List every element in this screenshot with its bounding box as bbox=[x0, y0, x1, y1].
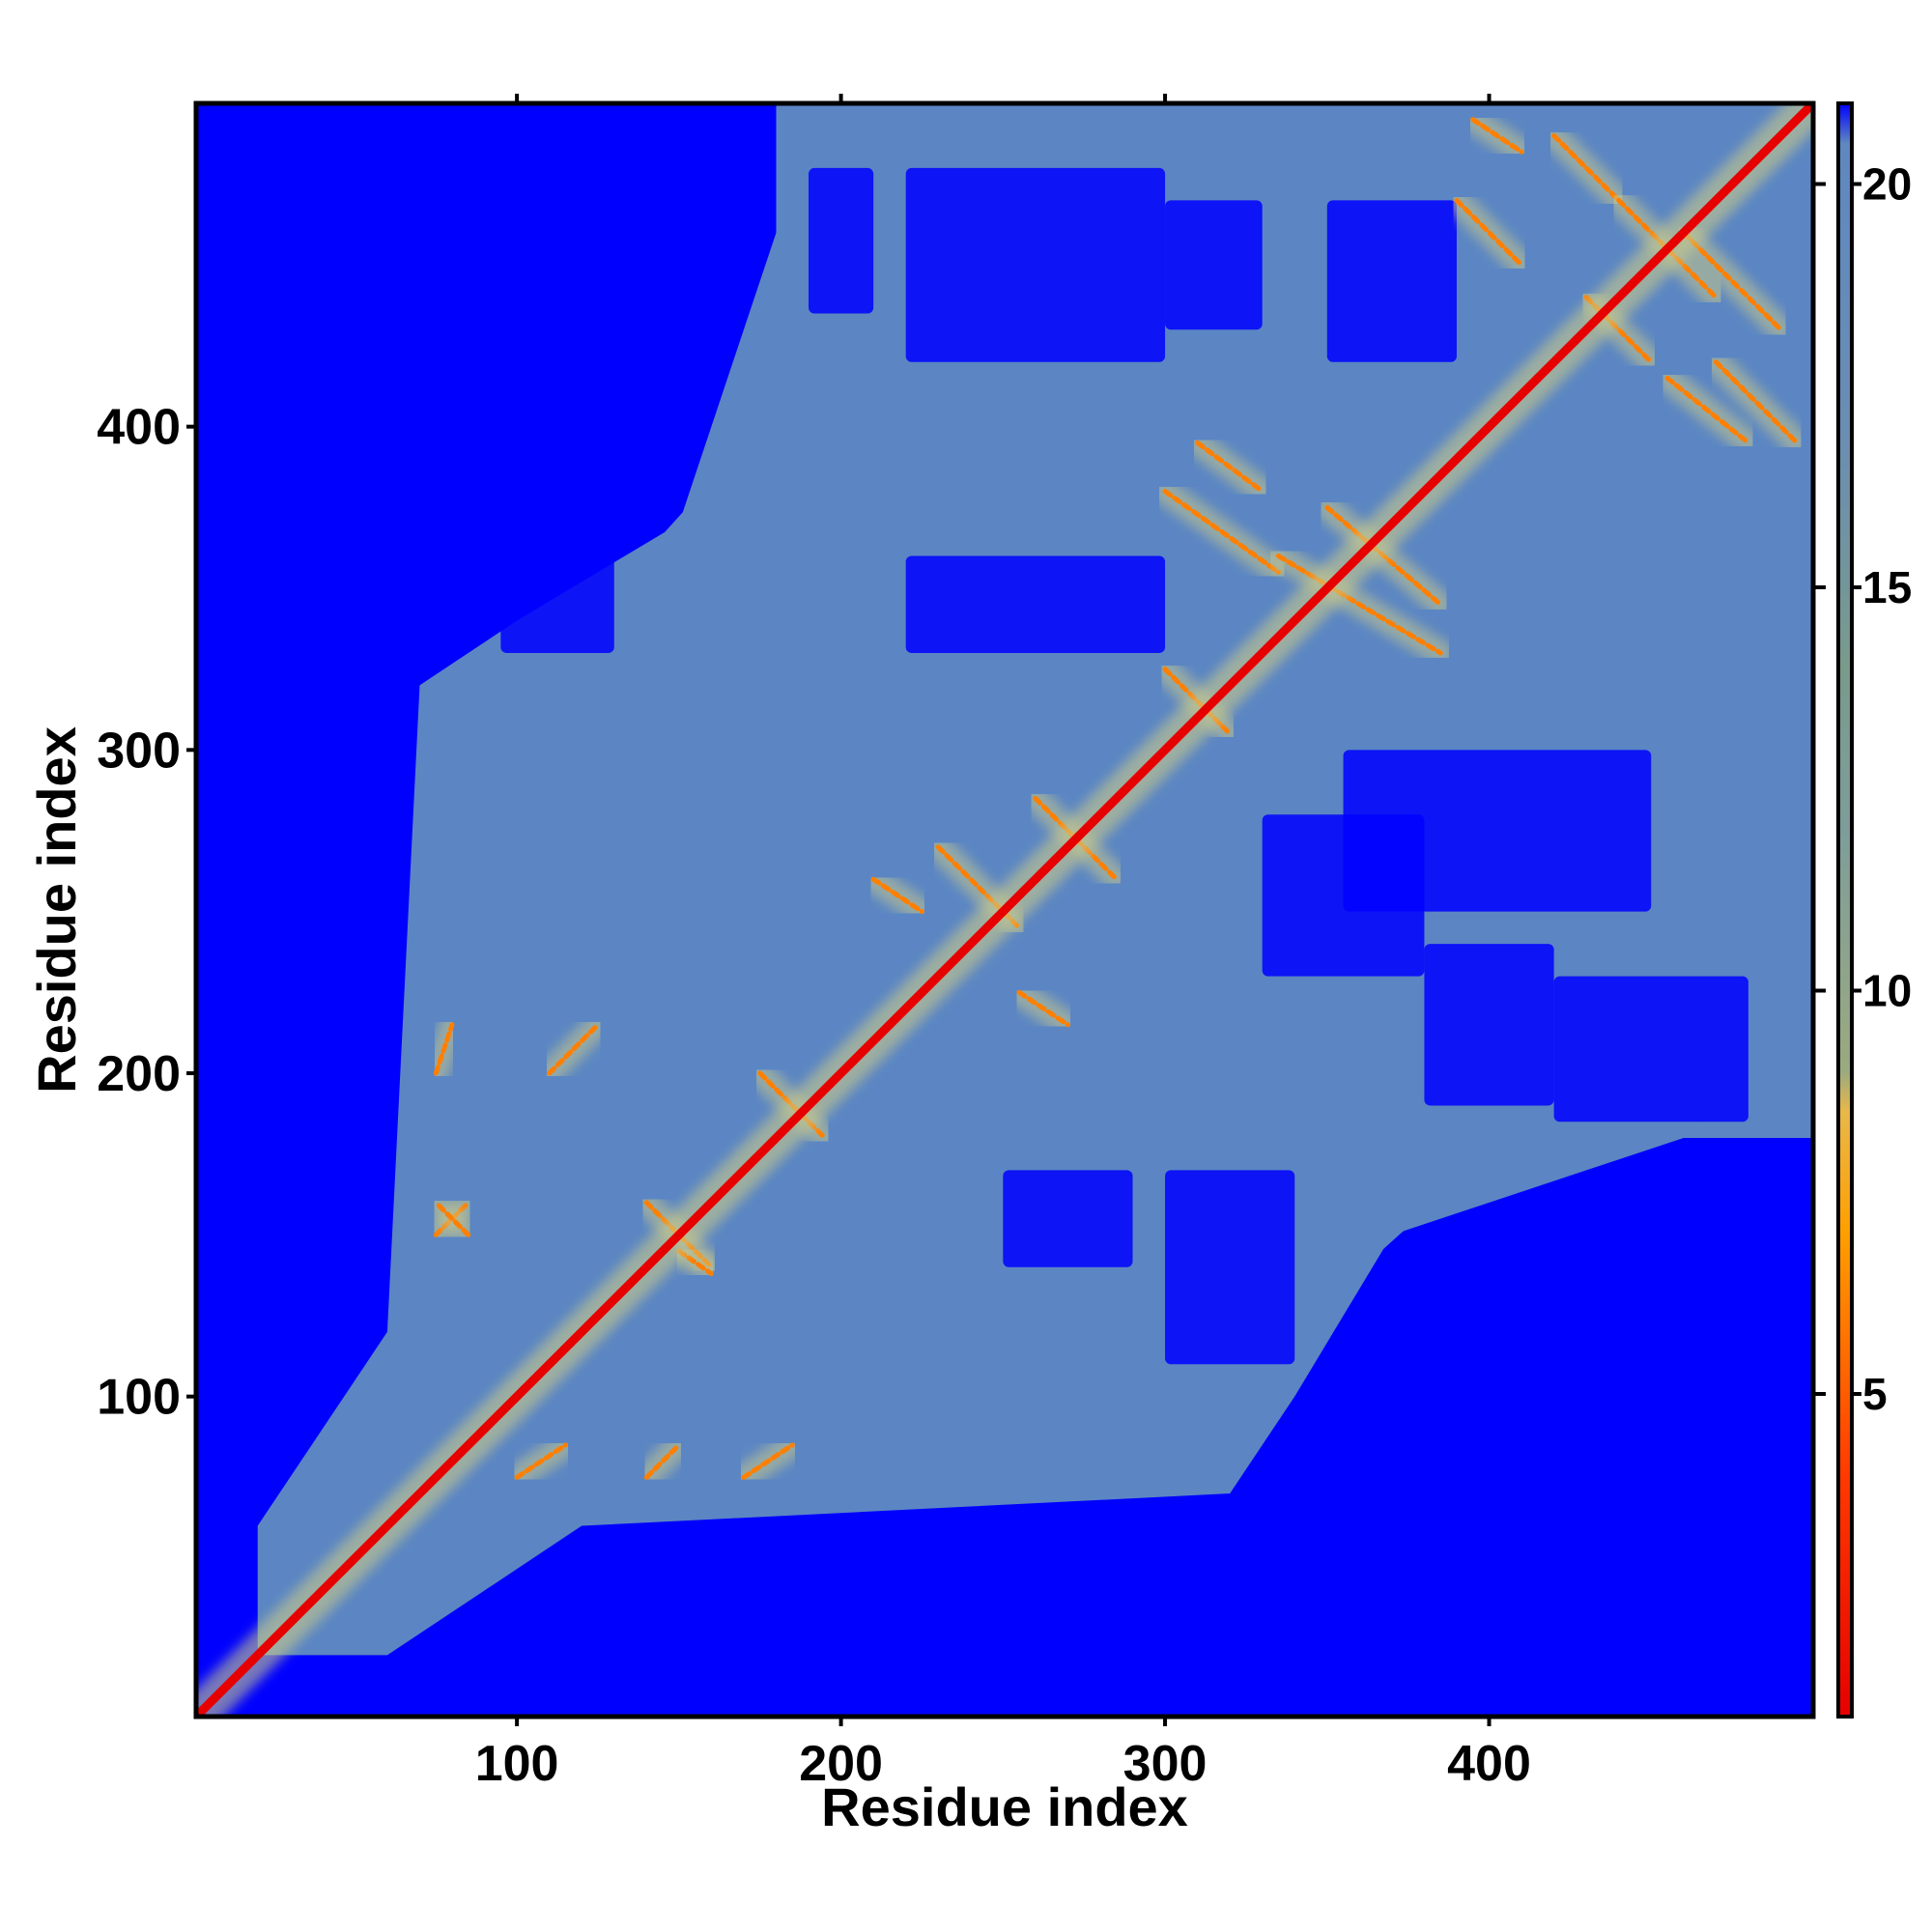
void-block bbox=[1424, 944, 1554, 1106]
contact-line bbox=[1195, 440, 1265, 495]
contact-line bbox=[1162, 489, 1281, 575]
contact-line bbox=[433, 1200, 471, 1237]
colorbar-tick-label: 20 bbox=[1862, 159, 1912, 210]
colorbar: 5 10 15 20 bbox=[1813, 101, 1912, 1719]
contact-line bbox=[1470, 117, 1524, 155]
x-axis-ticks: 100 200 300 400 bbox=[475, 94, 1531, 1792]
x-axis-title: Residue index bbox=[821, 1776, 1188, 1837]
diagonal-layer bbox=[196, 103, 1813, 1717]
contact-line bbox=[741, 1442, 795, 1480]
x-tick-label: 400 bbox=[1447, 1736, 1531, 1792]
contact-line bbox=[1664, 375, 1751, 445]
x-tick-label: 100 bbox=[475, 1736, 559, 1792]
contact-line bbox=[547, 1022, 601, 1076]
contact-line bbox=[1454, 197, 1524, 268]
void-block bbox=[1165, 1170, 1295, 1365]
contact-line bbox=[1551, 132, 1622, 203]
void-block bbox=[500, 491, 614, 653]
colorbar-tick-label: 5 bbox=[1862, 1369, 1888, 1419]
y-tick-label: 100 bbox=[97, 1370, 181, 1426]
x-tick-label: 200 bbox=[799, 1736, 883, 1792]
void-block bbox=[1003, 1170, 1133, 1267]
colorbar-ticks: 5 10 15 20 bbox=[1813, 159, 1912, 1419]
colorbar-bar bbox=[1836, 101, 1854, 1719]
y-tick-label: 200 bbox=[97, 1046, 181, 1102]
colorbar-tick-label: 10 bbox=[1862, 966, 1912, 1016]
void-block bbox=[1553, 976, 1748, 1122]
contact-line bbox=[514, 1442, 568, 1480]
colorbar-tick-label: 15 bbox=[1862, 562, 1912, 612]
void-block-layer bbox=[500, 167, 1748, 1365]
contact-line bbox=[643, 1442, 682, 1480]
void-block bbox=[905, 167, 1166, 362]
y-tick-label: 400 bbox=[97, 400, 181, 456]
contact-line bbox=[1681, 230, 1783, 332]
contact-line bbox=[433, 1022, 455, 1076]
y-axis-title: Residue index bbox=[26, 726, 87, 1094]
contact-line bbox=[870, 876, 924, 915]
void-block bbox=[1165, 200, 1263, 330]
void-block bbox=[1326, 200, 1457, 362]
void-block bbox=[905, 555, 1166, 653]
plot-frame bbox=[193, 100, 1816, 1719]
x-tick-label: 300 bbox=[1123, 1736, 1208, 1792]
y-axis-ticks: 100 200 300 400 bbox=[97, 400, 196, 1426]
diagonal-line bbox=[196, 103, 1813, 1717]
void-block bbox=[1262, 814, 1425, 977]
heatmap-plot-area bbox=[196, 103, 1813, 1717]
contact-line bbox=[1713, 359, 1800, 445]
contact-line bbox=[1275, 554, 1443, 656]
void-block bbox=[809, 167, 874, 314]
contact-line bbox=[1016, 989, 1070, 1028]
y-tick-label: 300 bbox=[97, 723, 181, 779]
